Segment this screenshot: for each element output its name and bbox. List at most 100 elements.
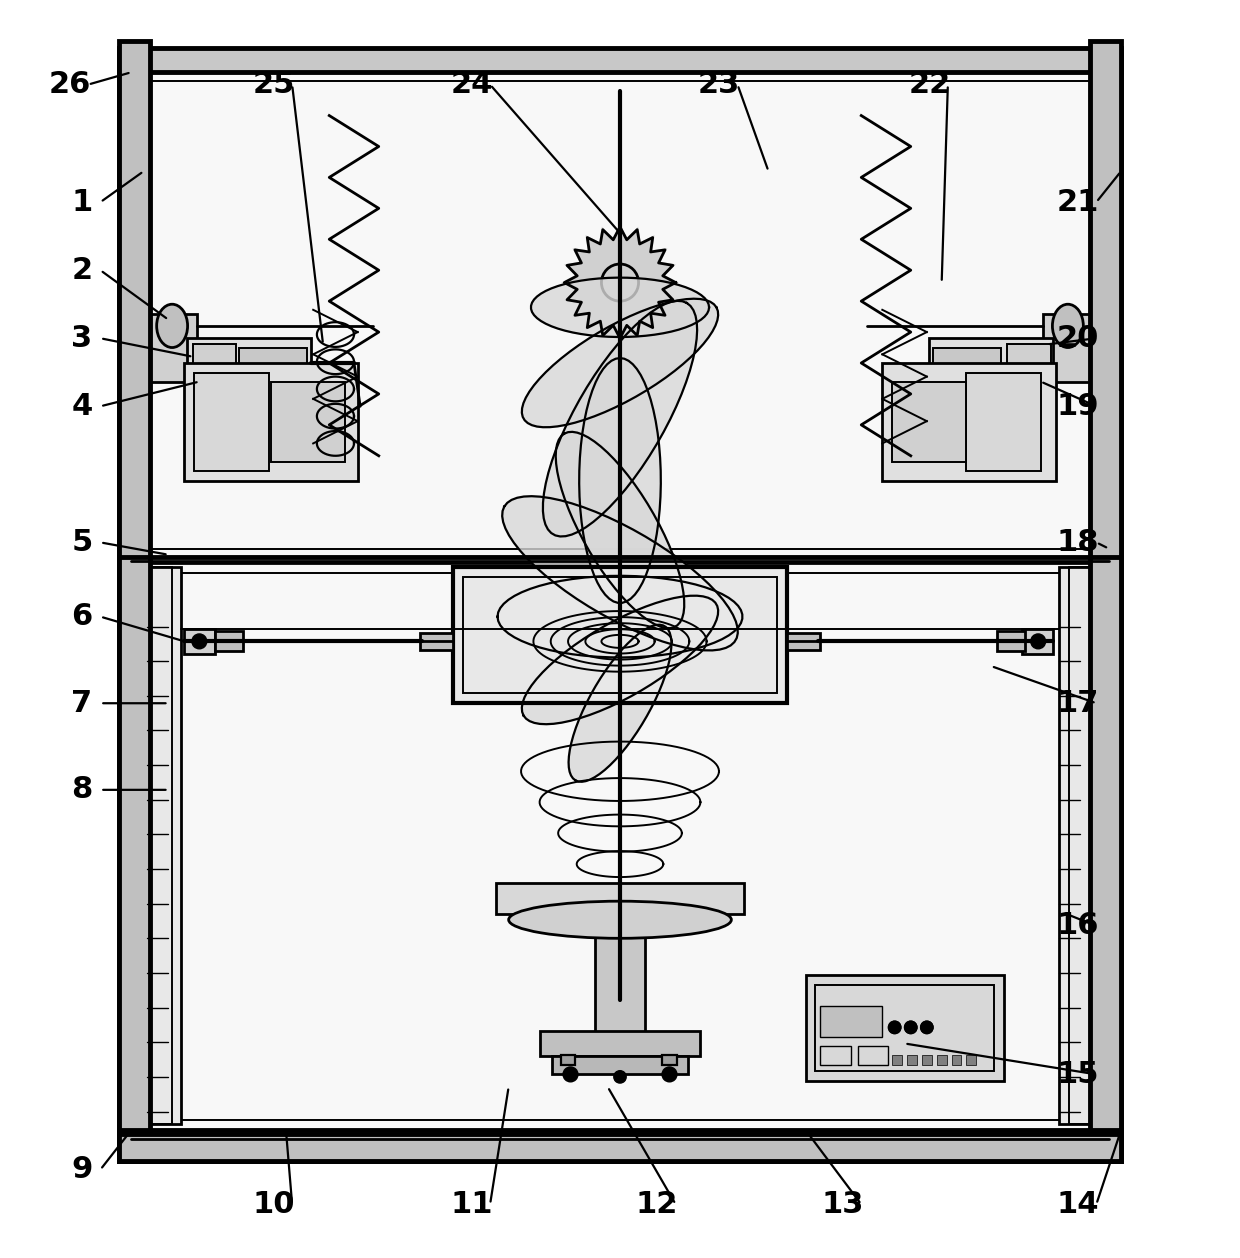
Bar xyxy=(193,345,237,381)
Bar xyxy=(1043,313,1092,381)
Text: 7: 7 xyxy=(71,688,92,718)
Bar xyxy=(1007,345,1050,381)
Text: 10: 10 xyxy=(252,1190,295,1219)
Polygon shape xyxy=(579,359,661,603)
Text: 23: 23 xyxy=(698,70,740,99)
Bar xyxy=(893,1054,901,1064)
Text: 14: 14 xyxy=(1056,1190,1099,1219)
Text: 2: 2 xyxy=(71,255,92,284)
Bar xyxy=(131,65,1109,1151)
Bar xyxy=(195,372,269,470)
Text: 1: 1 xyxy=(71,187,93,216)
Bar xyxy=(138,567,181,1123)
Text: 9: 9 xyxy=(71,1155,93,1184)
Bar xyxy=(539,1032,701,1055)
Bar xyxy=(185,629,216,654)
Circle shape xyxy=(904,1021,916,1034)
Polygon shape xyxy=(564,226,676,338)
Circle shape xyxy=(1030,634,1045,649)
Bar xyxy=(816,985,993,1071)
Polygon shape xyxy=(569,625,671,781)
Text: 21: 21 xyxy=(1056,187,1099,216)
Bar xyxy=(951,1054,961,1064)
Bar xyxy=(552,1055,688,1074)
Bar xyxy=(453,567,787,703)
Bar xyxy=(272,381,345,462)
Bar xyxy=(496,883,744,913)
Bar xyxy=(148,567,172,1123)
Bar xyxy=(119,48,1121,72)
Text: 16: 16 xyxy=(1056,912,1099,941)
Bar xyxy=(806,975,1003,1081)
Bar xyxy=(966,372,1040,470)
Bar xyxy=(893,381,966,462)
Text: 8: 8 xyxy=(71,775,93,804)
Bar xyxy=(966,1054,976,1064)
Polygon shape xyxy=(531,278,709,337)
Circle shape xyxy=(614,1071,626,1083)
Bar xyxy=(858,1045,889,1064)
Bar xyxy=(932,348,1001,377)
Polygon shape xyxy=(556,431,684,628)
Text: 18: 18 xyxy=(1056,528,1099,557)
Circle shape xyxy=(192,634,207,649)
Text: 20: 20 xyxy=(1056,323,1099,352)
Circle shape xyxy=(889,1021,900,1034)
Bar xyxy=(148,313,197,381)
Bar xyxy=(187,338,311,387)
Bar xyxy=(239,348,308,377)
Text: 3: 3 xyxy=(71,323,92,352)
Bar xyxy=(662,1054,677,1064)
Bar xyxy=(997,632,1024,652)
Bar xyxy=(131,564,1109,1130)
Circle shape xyxy=(889,1021,900,1034)
Bar xyxy=(821,1045,852,1064)
Circle shape xyxy=(920,1021,932,1034)
Circle shape xyxy=(920,1021,932,1034)
Bar xyxy=(144,574,1096,1120)
Bar xyxy=(419,633,453,650)
Text: 11: 11 xyxy=(450,1190,492,1219)
Text: 17: 17 xyxy=(1056,688,1099,718)
Bar xyxy=(463,577,777,693)
Text: 22: 22 xyxy=(908,70,950,99)
Bar xyxy=(144,81,1096,548)
Bar xyxy=(787,633,821,650)
Ellipse shape xyxy=(1053,304,1084,347)
Text: 26: 26 xyxy=(48,70,91,99)
Bar xyxy=(216,632,243,652)
Bar xyxy=(119,1133,1121,1161)
Circle shape xyxy=(904,1021,916,1034)
Bar xyxy=(185,364,357,481)
Polygon shape xyxy=(497,576,743,658)
Bar xyxy=(883,364,1055,481)
Bar xyxy=(1059,567,1102,1123)
Polygon shape xyxy=(522,596,718,725)
Circle shape xyxy=(563,1067,578,1082)
Bar xyxy=(936,1054,946,1064)
Bar xyxy=(1090,42,1121,1161)
Bar xyxy=(595,913,645,1038)
Text: 25: 25 xyxy=(253,70,295,99)
Ellipse shape xyxy=(156,304,187,347)
Bar xyxy=(921,1054,931,1064)
Bar xyxy=(906,1054,916,1064)
Polygon shape xyxy=(502,496,738,650)
Bar xyxy=(1069,567,1094,1123)
Text: 13: 13 xyxy=(822,1190,864,1219)
Polygon shape xyxy=(543,301,697,536)
Bar xyxy=(131,70,1109,557)
Bar xyxy=(560,1054,575,1064)
Bar xyxy=(821,1006,883,1038)
Text: 24: 24 xyxy=(450,70,492,99)
Bar xyxy=(929,338,1053,387)
Circle shape xyxy=(662,1067,677,1082)
Bar xyxy=(119,42,150,1161)
Bar xyxy=(119,54,1121,1161)
Ellipse shape xyxy=(508,901,732,938)
Text: 12: 12 xyxy=(636,1190,678,1219)
Text: 4: 4 xyxy=(71,391,93,420)
Text: 19: 19 xyxy=(1056,391,1099,420)
Bar xyxy=(1022,629,1053,654)
Text: 15: 15 xyxy=(1056,1060,1099,1089)
